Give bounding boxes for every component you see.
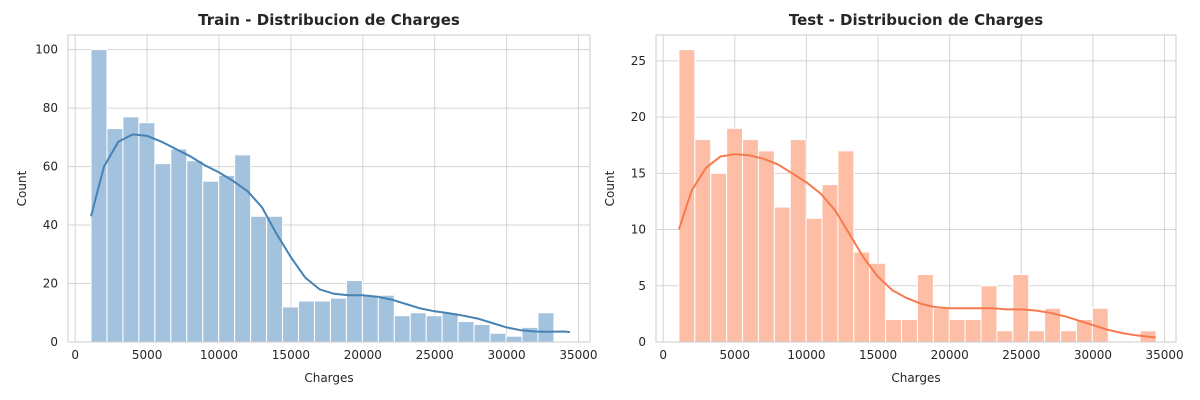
test-y-tick-label: 20 (631, 110, 646, 124)
test-histogram-bar (805, 217, 823, 343)
train-histogram-bar (537, 312, 555, 343)
test-histogram-bar (726, 127, 744, 343)
test-histogram-bar (996, 330, 1014, 343)
test-histogram-bar (694, 139, 712, 343)
train-x-tick-label: 35000 (559, 348, 597, 362)
train-y-tick-label: 0 (50, 335, 58, 349)
test-histogram-bar (742, 139, 759, 343)
test-histogram-bar (1012, 274, 1030, 343)
train-x-tick-label: 25000 (416, 348, 454, 362)
test-histogram-bar (773, 206, 791, 343)
train-histogram-bar (282, 306, 300, 343)
test-x-tick-label: 5000 (720, 348, 751, 362)
train-histogram-bar (425, 315, 443, 343)
train-y-tick-label: 40 (43, 218, 58, 232)
train-x-tick-label: 10000 (200, 348, 238, 362)
train-histogram-bar (202, 180, 220, 343)
test-histogram-bar (789, 139, 807, 343)
test-x-tick-labels: 0 5000 10000 15000 20000 25000 30000 35000 (659, 348, 1183, 362)
train-histogram-bar (393, 315, 411, 343)
test-histogram-bar (980, 285, 998, 343)
train-histogram-bar (138, 122, 156, 343)
test-x-tick-label: 10000 (787, 348, 825, 362)
test-y-axis-label: Count (603, 170, 617, 206)
train-histogram-bar (313, 300, 331, 343)
train-histogram-bar (521, 326, 539, 343)
test-x-tick-label: 0 (659, 348, 667, 362)
train-x-axis-label: Charges (304, 371, 353, 385)
test-y-tick-labels: 0 5 10 15 20 25 (631, 54, 646, 349)
train-kde-curve (90, 133, 571, 334)
test-histogram-bar (948, 319, 966, 343)
test-histogram-bar (916, 274, 934, 343)
test-histogram-bar (757, 150, 775, 343)
train-histogram-bar (441, 312, 459, 343)
train-histogram-bar (361, 294, 379, 343)
test-histogram-bar (821, 184, 839, 343)
train-histogram-bar (409, 312, 427, 343)
test-histogram-panel: 0 5000 10000 15000 20000 25000 30000 35000 0 5 10… (603, 11, 1184, 385)
train-x-tick-labels: 0 5000 10000 15000 20000 25000 30000 35000 (71, 348, 597, 362)
train-axes-frame (67, 34, 591, 343)
test-histogram-bar (964, 319, 982, 343)
train-histogram-bar (250, 215, 268, 343)
train-histogram-bar (90, 49, 108, 343)
train-x-tick-label: 20000 (344, 348, 382, 362)
train-histogram-bar (377, 294, 395, 343)
test-histogram-bar (932, 307, 950, 343)
train-histogram-bar (218, 174, 236, 343)
train-y-axis-label: Count (15, 170, 29, 206)
train-histogram-bar (505, 335, 523, 343)
test-histogram-bar (710, 172, 728, 343)
train-histogram-bar (106, 128, 124, 343)
test-y-tick-label: 10 (631, 223, 646, 237)
test-kde-curve (677, 153, 1157, 339)
train-histogram-bar (457, 321, 475, 343)
test-histogram-bar (1060, 330, 1077, 343)
test-x-axis-label: Charges (891, 371, 940, 385)
test-axes-frame (655, 34, 1177, 343)
test-chart-title: Test - Distribucion de Charges (789, 11, 1043, 29)
train-histogram-bar (298, 300, 315, 343)
train-histogram-bar (170, 148, 188, 343)
test-histogram-bar (885, 319, 903, 343)
test-histogram-bar (837, 150, 855, 343)
train-histogram-bar (266, 215, 284, 343)
train-chart-title: Train - Distribucion de Charges (198, 11, 460, 29)
train-x-tick-label: 15000 (272, 348, 310, 362)
test-y-tick-label: 0 (638, 335, 646, 349)
train-y-tick-label: 60 (43, 160, 58, 174)
test-y-tick-label: 5 (638, 279, 646, 293)
test-y-tick-label: 25 (631, 54, 646, 68)
test-y-tick-label: 15 (631, 166, 646, 180)
test-bars (678, 49, 1157, 343)
train-histogram-bar (473, 323, 491, 343)
train-y-tick-label: 100 (35, 43, 58, 57)
test-x-tick-label: 25000 (1002, 348, 1040, 362)
test-histogram-bar (1028, 330, 1046, 343)
train-y-tick-label: 80 (43, 101, 58, 115)
train-histogram-bar (154, 163, 172, 343)
test-x-tick-label: 35000 (1145, 348, 1183, 362)
train-x-tick-label: 5000 (132, 348, 163, 362)
test-histogram-bar (853, 251, 871, 343)
train-histogram-bar (329, 297, 347, 343)
train-y-tick-labels: 0 20 40 60 80 100 (35, 43, 58, 349)
train-histogram-bar (122, 116, 140, 343)
train-histogram-panel: 0 5000 10000 15000 20000 25000 30000 35000 0 20 4… (15, 11, 598, 385)
train-x-tick-label: 0 (71, 348, 79, 362)
train-x-tick-label: 30000 (488, 348, 526, 362)
test-histogram-bar (901, 319, 918, 343)
test-x-tick-label: 30000 (1074, 348, 1112, 362)
test-x-tick-label: 20000 (931, 348, 969, 362)
train-y-tick-label: 20 (43, 277, 58, 291)
test-x-tick-label: 15000 (859, 348, 897, 362)
train-histogram-bar (186, 160, 204, 343)
train-histogram-bar (489, 332, 507, 343)
test-histogram-bar (678, 49, 696, 343)
train-histogram-bar (345, 280, 363, 343)
